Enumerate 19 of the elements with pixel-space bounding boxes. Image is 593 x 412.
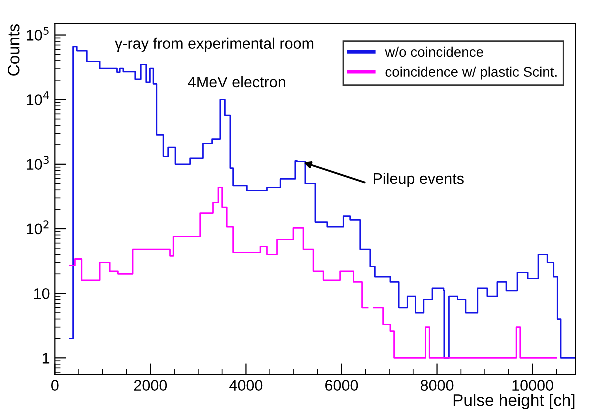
x-tick-label: 2000	[134, 380, 168, 392]
x-tick-label: 8000	[420, 380, 454, 392]
legend-label: coincidence w/ plastic Scint.	[386, 66, 557, 80]
x-tick-label: 4000	[230, 380, 263, 392]
x-axis-title: Pulse height [ch]	[454, 394, 575, 410]
annotation: γ-ray from experimental room	[115, 38, 314, 52]
y-axis-title: Counts	[8, 24, 20, 76]
y-tick-label: 10$^{5}$	[27, 27, 49, 41]
legend-label: w/o coincidence	[385, 46, 484, 58]
y-tick-label: 10	[34, 288, 50, 300]
x-tick-label: 6000	[326, 380, 358, 392]
y-tick-label: 10$^{3}$	[27, 156, 49, 170]
x-tick-label: 10000	[512, 380, 554, 392]
annotation: Pileup events	[374, 172, 464, 188]
x-tick-label: 0	[52, 380, 59, 392]
y-tick-label: 10$^{4}$	[27, 92, 50, 106]
y-tick-label: 1	[42, 353, 50, 364]
y-tick-label: 10$^{2}$	[27, 220, 49, 235]
annotation: 4MeV electron	[188, 76, 286, 88]
